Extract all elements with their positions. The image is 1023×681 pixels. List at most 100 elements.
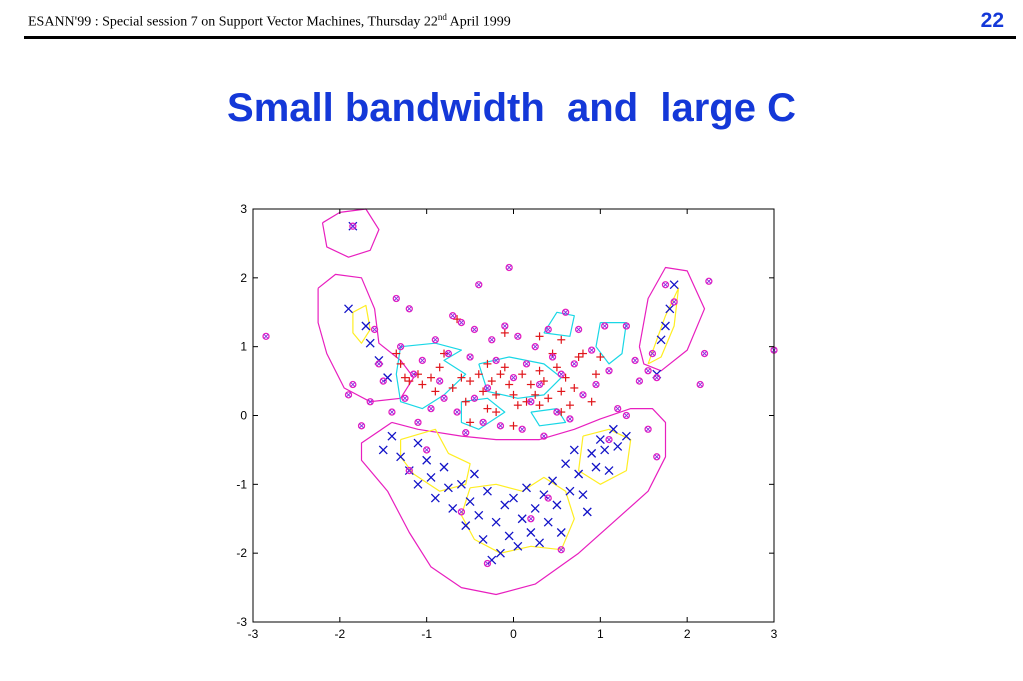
support-vector-marker [605,435,613,444]
support-vector-marker [405,466,413,475]
plus-marker [574,352,583,361]
decision-boundary-curve-3 [638,266,706,372]
x-tick-label: 2 [684,627,691,641]
support-vector-marker [496,422,505,430]
plus-marker [427,373,436,382]
support-vector-marker [483,559,492,568]
support-vector-marker [392,294,400,303]
support-vector-marker [644,425,652,433]
support-vector-marker [696,380,704,389]
cross-marker [482,486,492,496]
cross-marker [621,431,631,441]
plus-marker [457,373,466,382]
decision-boundary-curve-0 [360,408,667,596]
y-tick-label: 0 [240,409,247,423]
cross-marker [539,490,549,500]
support-vector-marker [366,398,374,406]
support-vector-marker [622,411,631,420]
plus-marker [509,390,518,399]
plus-marker [535,332,544,341]
support-vector-marker [344,391,353,399]
cross-marker [430,493,440,503]
cross-marker [574,469,584,479]
support-vector-marker [375,360,383,368]
cross-marker [487,555,497,565]
margin-neg-curve-14 [352,304,371,344]
cross-marker [396,452,406,462]
header-superscript: nd [437,12,447,22]
cross-marker [504,531,514,541]
cross-marker [443,483,453,493]
header-text-end: April 1999 [446,14,511,30]
plus-marker [448,383,457,392]
y-tick-label: -3 [236,615,247,629]
cross-marker [448,503,458,513]
plus-marker [596,352,605,361]
plus-marker [561,373,570,382]
cross-marker [413,438,423,448]
margin-pos-curve-9 [530,408,567,427]
cross-marker [387,431,397,441]
support-vector-marker [670,298,678,306]
plus-marker [474,370,483,379]
cross-marker [582,507,592,517]
support-vector-marker [644,367,652,375]
support-vector-marker [470,394,479,402]
support-vector-marker [540,432,548,440]
x-tick-label: -1 [421,627,432,641]
margin-pos-curve-4 [395,342,467,410]
cross-marker [365,338,375,348]
support-vector-marker [531,343,539,351]
cross-marker [587,448,597,458]
support-vector-marker [700,349,709,358]
plus-marker [522,397,531,406]
support-vector-marker [453,408,461,416]
cross-marker [591,462,601,472]
plus-marker [461,397,470,406]
plus-marker [431,387,440,396]
support-vector-marker [544,494,552,502]
support-vector-marker [579,391,587,399]
plus-marker [413,370,422,379]
plus-marker [483,359,492,368]
support-vector-marker [401,394,409,402]
cross-marker [465,497,475,507]
cross-marker [535,538,545,548]
support-vector-marker [462,429,470,437]
support-vector-marker [705,277,713,285]
decision-boundary-curve-2 [317,273,415,403]
plus-marker [405,377,414,386]
plus-marker [591,370,600,379]
y-tick-label: 1 [240,340,247,354]
margin-neg-curve-11 [460,476,575,554]
cross-marker [569,445,579,455]
plus-marker [557,335,566,344]
data-points [262,221,778,568]
cross-marker [656,335,666,345]
cross-marker [500,500,510,510]
plus-marker [509,421,518,430]
cross-marker [530,503,540,513]
cross-marker [517,514,527,524]
support-vector-marker [514,332,522,340]
support-vector-marker [488,336,496,344]
margin-pos-curve-7 [595,322,628,365]
cross-marker [491,517,501,527]
support-vector-marker [405,305,413,313]
plus-marker [526,380,535,389]
axes: -3 -2 -1 0 1 2 3 -3 -2 -1 0 1 2 3 [236,202,777,641]
plus-marker [435,363,444,372]
plus-marker [539,377,548,386]
support-vector-marker [414,418,422,427]
cross-marker [660,321,670,331]
support-vector-marker [548,353,557,361]
cross-marker [613,442,623,451]
plus-marker [396,359,405,368]
support-vector-marker [605,367,613,375]
x-tick-label: 0 [510,627,517,641]
support-vector-marker [588,346,596,354]
cross-marker [543,517,553,527]
slide-header: ESANN'99 : Special session 7 on Support … [28,12,511,31]
support-vector-marker [431,336,440,344]
support-vector-marker [388,408,396,416]
